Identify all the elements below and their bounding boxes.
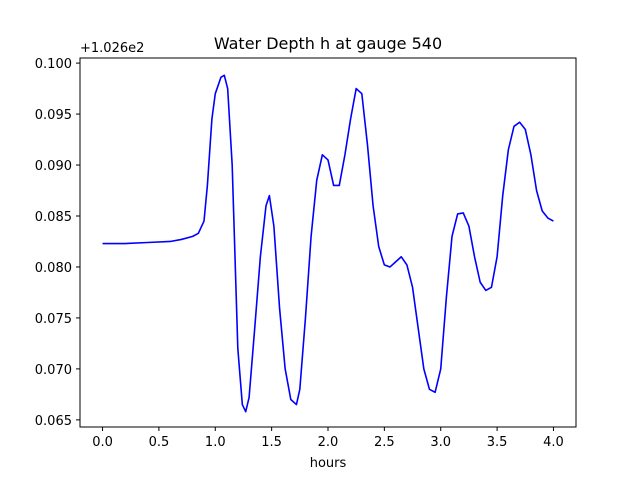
y-axis: 0.065 0.070 0.075 0.080 0.085 0.090 0.095 0.100 — [35, 57, 80, 429]
y-tick-label: 0.095 — [35, 108, 72, 123]
x-tick-label: 3.0 — [430, 435, 451, 450]
x-tick-label: 1.5 — [261, 435, 282, 450]
y-tick-label: 0.070 — [35, 363, 72, 378]
y-tick-label: 0.100 — [35, 57, 72, 72]
x-tick-label: 0.5 — [149, 435, 170, 450]
y-tick-label: 0.065 — [35, 414, 72, 429]
y-offset-label: +1.026e2 — [80, 41, 144, 56]
series-line-0 — [102, 74, 554, 413]
x-tick-label: 3.5 — [487, 435, 508, 450]
y-tick-label: 0.085 — [35, 210, 72, 225]
x-tick-label: 4.0 — [543, 435, 564, 450]
x-tick-label: 1.0 — [205, 435, 226, 450]
x-tick-label: 2.5 — [374, 435, 395, 450]
x-axis-label: hours — [310, 456, 347, 471]
x-tick-label: 0.0 — [92, 435, 113, 450]
x-tick-label: 2.0 — [318, 435, 339, 450]
y-tick-label: 0.090 — [35, 159, 72, 174]
y-tick-label: 0.075 — [35, 312, 72, 327]
y-tick-label: 0.080 — [35, 261, 72, 276]
chart-title: Water Depth h at gauge 540 — [214, 34, 442, 53]
x-axis: 0.0 0.5 1.0 1.5 2.0 2.5 3.0 3.5 4.0 — [92, 427, 564, 450]
plot-area — [102, 74, 554, 413]
